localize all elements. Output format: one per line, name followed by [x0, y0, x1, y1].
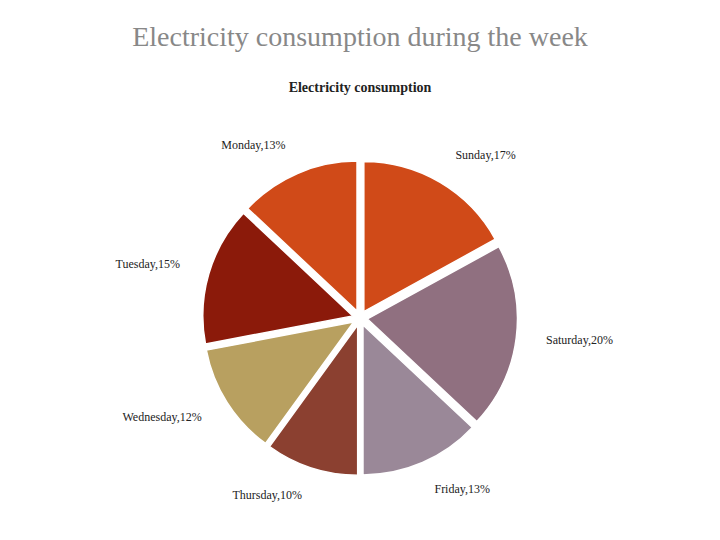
data-label: Wednesday,12%	[122, 410, 201, 424]
chart-svg: Electricity consumption during the week E…	[0, 0, 720, 540]
data-label: Saturday,20%	[546, 333, 613, 347]
data-label: Thursday,10%	[233, 488, 303, 502]
data-label: Friday,13%	[434, 482, 490, 496]
subtitle: Electricity consumption	[289, 80, 432, 95]
data-label: Tuesday,15%	[115, 257, 179, 271]
pie	[203, 161, 518, 475]
data-label: Monday,13%	[221, 138, 285, 152]
data-labels: Monday,13% Tuesday,15% Wednesday,12% Thursd…	[115, 138, 612, 502]
title: Electricity consumption during the week	[132, 21, 588, 52]
slice	[270, 325, 358, 475]
data-label: Sunday,17%	[455, 148, 515, 162]
slice	[364, 162, 495, 312]
slice	[203, 213, 353, 344]
